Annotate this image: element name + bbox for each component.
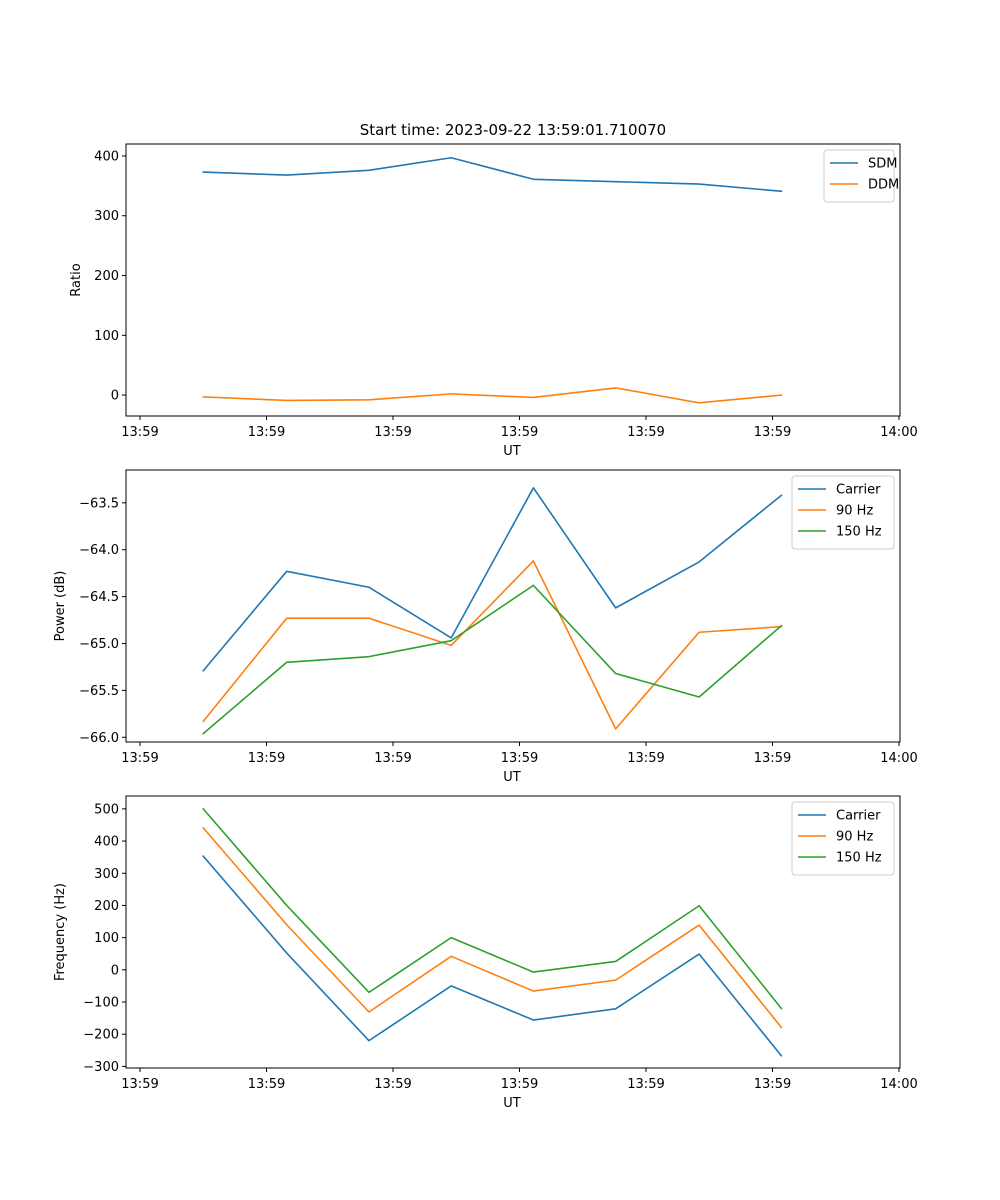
x-tick-label: 13:59 [501, 425, 538, 440]
y-tick-label: −64.5 [79, 590, 119, 605]
y-tick-label: 400 [94, 835, 119, 850]
y-axis-label: Frequency (Hz) [53, 883, 68, 981]
y-tick-label: 500 [94, 802, 119, 817]
chart-panel-2: −66.0 −65.5 −65.0 −64.5 −64.0 −63.5 13:59 13:59… [53, 469, 918, 785]
series-line-carrier [202, 855, 783, 1057]
series-line-90-hz [202, 560, 783, 730]
legend-label: 150 Hz [836, 851, 882, 866]
legend-label: 150 Hz [836, 525, 882, 540]
x-tick-label: 13:59 [248, 425, 285, 440]
chart-panel-1: 0 100 200 300 400 13:59 13:59 13:59 13:59 13:59 13… [69, 121, 918, 459]
legend-label: Carrier [836, 809, 881, 824]
series-line-150-hz [202, 807, 783, 1010]
series-line-sdm [202, 156, 783, 193]
y-tick-label: −200 [83, 1028, 119, 1043]
x-tick-label: 14:00 [880, 425, 917, 440]
x-tick-label: 13:59 [754, 425, 791, 440]
y-tick-label: −65.5 [79, 684, 119, 699]
y-tick-label: −64.0 [79, 543, 119, 558]
y-axis-label: Power (dB) [53, 571, 68, 642]
legend: Carrier 90 Hz 150 Hz [791, 801, 895, 876]
series-line-carrier [202, 487, 783, 672]
axes-frame [125, 143, 901, 417]
series-line-150-hz [202, 584, 783, 735]
x-tick-label: 13:59 [501, 751, 538, 766]
chart-panel-3: −300 −200 −100 0 100 200 300 400 500 13:59 13:59 13… [53, 795, 918, 1111]
legend: Carrier 90 Hz 150 Hz [791, 475, 895, 550]
x-axis-label: UT [503, 770, 521, 785]
axes-frame [125, 795, 901, 1069]
axes-frame [125, 469, 901, 743]
series-line-90-hz [202, 826, 783, 1029]
x-tick-label: 13:59 [374, 751, 411, 766]
x-tick-label: 13:59 [121, 425, 158, 440]
y-tick-label: 100 [94, 329, 119, 344]
x-tick-label: 13:59 [754, 1077, 791, 1092]
legend: SDM DDM [823, 149, 899, 203]
y-tick-label: 200 [94, 899, 119, 914]
x-tick-label: 13:59 [501, 1077, 538, 1092]
chart-title: Start time: 2023-09-22 13:59:01.710070 [360, 121, 666, 139]
y-tick-label: −65.0 [79, 637, 119, 652]
y-axis-label: Ratio [69, 263, 84, 296]
legend-label: 90 Hz [836, 504, 873, 519]
x-tick-label: 13:59 [754, 751, 791, 766]
x-tick-label: 13:59 [627, 425, 664, 440]
x-tick-label: 13:59 [121, 751, 158, 766]
x-tick-label: 14:00 [880, 1077, 917, 1092]
y-tick-label: −63.5 [79, 496, 119, 511]
x-tick-label: 13:59 [248, 751, 285, 766]
x-tick-label: 13:59 [627, 1077, 664, 1092]
x-axis-label: UT [503, 1096, 521, 1111]
y-tick-label: 100 [94, 931, 119, 946]
y-tick-label: 0 [111, 389, 119, 404]
y-tick-label: 300 [94, 867, 119, 882]
x-tick-label: 13:59 [121, 1077, 158, 1092]
y-tick-label: 200 [94, 269, 119, 284]
y-tick-label: 300 [94, 209, 119, 224]
x-tick-label: 13:59 [248, 1077, 285, 1092]
y-tick-label: −100 [83, 996, 119, 1011]
y-tick-label: 400 [94, 149, 119, 164]
x-tick-label: 13:59 [374, 425, 411, 440]
x-axis-label: UT [503, 444, 521, 459]
legend-label: DDM [868, 178, 899, 193]
y-tick-label: 0 [111, 963, 119, 978]
y-tick-label: −300 [83, 1060, 119, 1075]
legend-label: 90 Hz [836, 830, 873, 845]
y-tick-label: −66.0 [79, 731, 119, 746]
x-tick-label: 13:59 [627, 751, 664, 766]
x-tick-label: 13:59 [374, 1077, 411, 1092]
series-line-ddm [202, 387, 783, 404]
x-tick-label: 14:00 [880, 751, 917, 766]
legend-label: SDM [868, 157, 897, 172]
legend-label: Carrier [836, 483, 881, 498]
